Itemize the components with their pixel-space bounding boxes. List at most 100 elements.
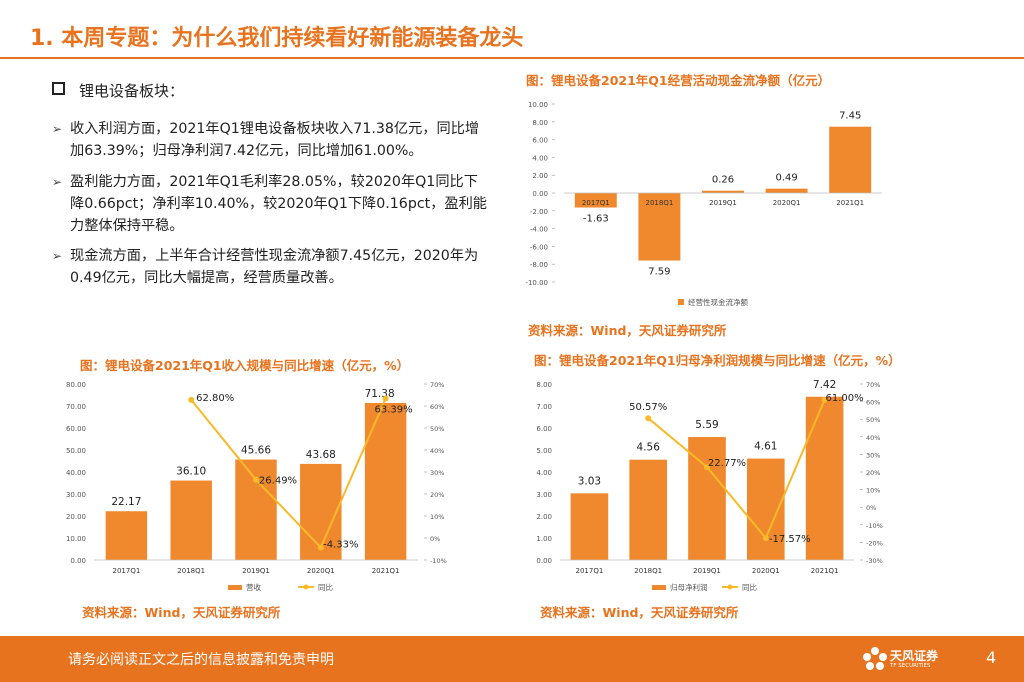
y-tick-label: 40.00 [66, 469, 86, 477]
x-tick-label: 2021Q1 [372, 567, 400, 575]
bar [629, 459, 668, 560]
legend-line-marker [727, 584, 733, 590]
bar [574, 193, 617, 208]
x-tick-label: 2019Q1 [242, 567, 270, 575]
bar-data-label: 3.03 [578, 475, 601, 487]
bullet-revenue: ➢ 收入利润方面，2021年Q1锂电设备板块收入71.38亿元，同比增加63.3… [52, 118, 492, 162]
y-tick-label: 20.00 [66, 513, 86, 521]
y-tick-label: 6.00 [536, 425, 552, 433]
bullet-profitability: ➢ 盈利能力方面，2021年Q1毛利率28.05%，较2020年Q1同比下降0.… [52, 171, 492, 237]
bar [105, 511, 148, 560]
arrow-bullet-icon: ➢ [52, 122, 63, 136]
bar [702, 190, 744, 193]
growth-data-label: 61.00% [826, 393, 864, 404]
logo-name: 天风证券 [890, 649, 939, 663]
growth-line [647, 399, 826, 541]
y-tick-label: -6.00 [530, 243, 548, 251]
data-label: -1.63 [583, 214, 609, 225]
y2-tick-label: 60% [866, 399, 880, 407]
y2-tick-label: 10% [430, 513, 444, 521]
y-tick-label: -8.00 [530, 261, 548, 269]
y-tick-label: 0.00 [70, 557, 86, 565]
y-tick-label: 1.00 [536, 535, 552, 543]
bar [638, 193, 681, 261]
y-tick-label: 8.00 [536, 381, 552, 389]
growth-point [188, 396, 195, 403]
bar-data-label: 4.56 [637, 442, 661, 454]
arrow-bullet-icon: ➢ [52, 249, 63, 263]
bar [570, 493, 609, 560]
x-tick-label: 2018Q1 [646, 199, 674, 207]
y-tick-label: -2.00 [530, 208, 548, 216]
netprofit-chart-title: 图：锂电设备2021年Q1归母净利润规模与同比增速（亿元，%） [534, 353, 901, 368]
growth-data-label: 50.57% [629, 402, 667, 413]
growth-point [762, 535, 769, 542]
legend-bar-swatch [228, 585, 242, 590]
bar [829, 126, 872, 193]
bar-data-label: 45.66 [241, 445, 271, 457]
y2-tick-label: 0% [866, 504, 876, 512]
bar [805, 396, 844, 560]
legend-bar-label: 营收 [246, 582, 261, 592]
logo-flower-icon [863, 647, 887, 670]
y-tick-label: 4.00 [536, 469, 552, 477]
bar-data-label: 71.38 [365, 388, 395, 400]
arrow-bullet-icon: ➢ [52, 175, 63, 189]
footer-bar: 请务必阅读正文之后的信息披露和免责申明 天风证券 TF SECURITIES 4 [0, 636, 1024, 682]
y2-tick-label: -30% [866, 557, 883, 565]
y2-tick-label: 0% [430, 535, 440, 543]
y2-tick-label: 20% [866, 469, 880, 477]
data-label: 0.49 [775, 173, 797, 184]
revenue-chart: 80.00 70.00 60.00 50.00 40.00 30.00 20.00 10.00… [66, 381, 447, 592]
x-tick-label: 2017Q1 [576, 567, 604, 575]
data-label: 7.59 [648, 267, 670, 278]
netprofit-chart-source: 资料来源：Wind，天风证券研究所 [540, 605, 739, 620]
legend-line-marker [303, 584, 309, 590]
x-tick-label: 2020Q1 [307, 567, 335, 575]
y2-tick-label: 20% [430, 491, 444, 499]
title-divider [0, 57, 1024, 59]
growth-data-label: 63.39% [375, 405, 413, 416]
y-tick-label: 0.00 [532, 190, 548, 198]
y2-tick-label: -10% [430, 557, 447, 565]
revenue-chart-title: 图：锂电设备2021年Q1收入规模与同比增速（亿元，%） [80, 358, 410, 373]
bar [364, 402, 407, 560]
legend-bar-swatch [652, 585, 666, 590]
x-tick-label: 2021Q1 [811, 567, 839, 575]
y-tick-label: 70.00 [66, 403, 86, 411]
growth-data-label: -17.57% [769, 534, 811, 545]
logo-english: TF SECURITIES [890, 663, 931, 669]
bar-data-label: 36.10 [176, 466, 206, 478]
y-tick-label: 80.00 [66, 381, 86, 389]
x-tick-label: 2018Q1 [634, 567, 662, 575]
y-tick-label: 6.00 [532, 137, 548, 145]
legend-line-label: 同比 [318, 582, 333, 592]
bar [765, 188, 808, 193]
footer-disclaimer: 请务必阅读正文之后的信息披露和免责申明 [68, 652, 334, 668]
bullet-text: 收入利润方面，2021年Q1锂电设备板块收入71.38亿元，同比增加63.39%… [70, 121, 480, 159]
growth-point [382, 395, 389, 402]
bar-data-label: 4.61 [754, 441, 777, 453]
growth-data-label: 26.49% [259, 476, 297, 487]
page-title: 1. 本周专题：为什么我们持续看好新能源装备龙头 [30, 26, 524, 51]
cashflow-chart: 10.00 8.00 6.00 4.00 2.00 0.00 -2.00 -4.00 -6.00… [525, 101, 882, 307]
square-bullet-icon [52, 82, 65, 95]
y2-tick-label: 50% [866, 416, 880, 424]
y-tick-label: 7.00 [536, 403, 552, 411]
y-tick-label: 2.00 [532, 172, 548, 180]
y2-tick-label: 30% [866, 451, 880, 459]
bullet-text: 现金流方面，上半年合计经营性现金流净额7.45亿元，2020年为0.49亿元，同… [70, 248, 479, 286]
y-tick-label: 8.00 [532, 119, 548, 127]
y2-tick-label: 40% [866, 434, 880, 442]
x-tick-label: 2017Q1 [113, 567, 141, 575]
y2-tick-label: -10% [866, 522, 883, 530]
y-tick-label: 4.00 [532, 154, 548, 162]
legend-label: 经营性现金流净额 [688, 297, 748, 307]
legend-swatch [678, 299, 684, 305]
cashflow-chart-title: 图：锂电设备2021年Q1经营活动现金流净额（亿元） [526, 73, 831, 88]
bar-data-label: 5.59 [695, 419, 718, 431]
x-tick-label: 2017Q1 [582, 199, 610, 207]
legend-line-label: 同比 [742, 582, 757, 592]
company-logo: 天风证券 TF SECURITIES [862, 644, 952, 676]
growth-data-label: 22.77% [708, 458, 746, 469]
